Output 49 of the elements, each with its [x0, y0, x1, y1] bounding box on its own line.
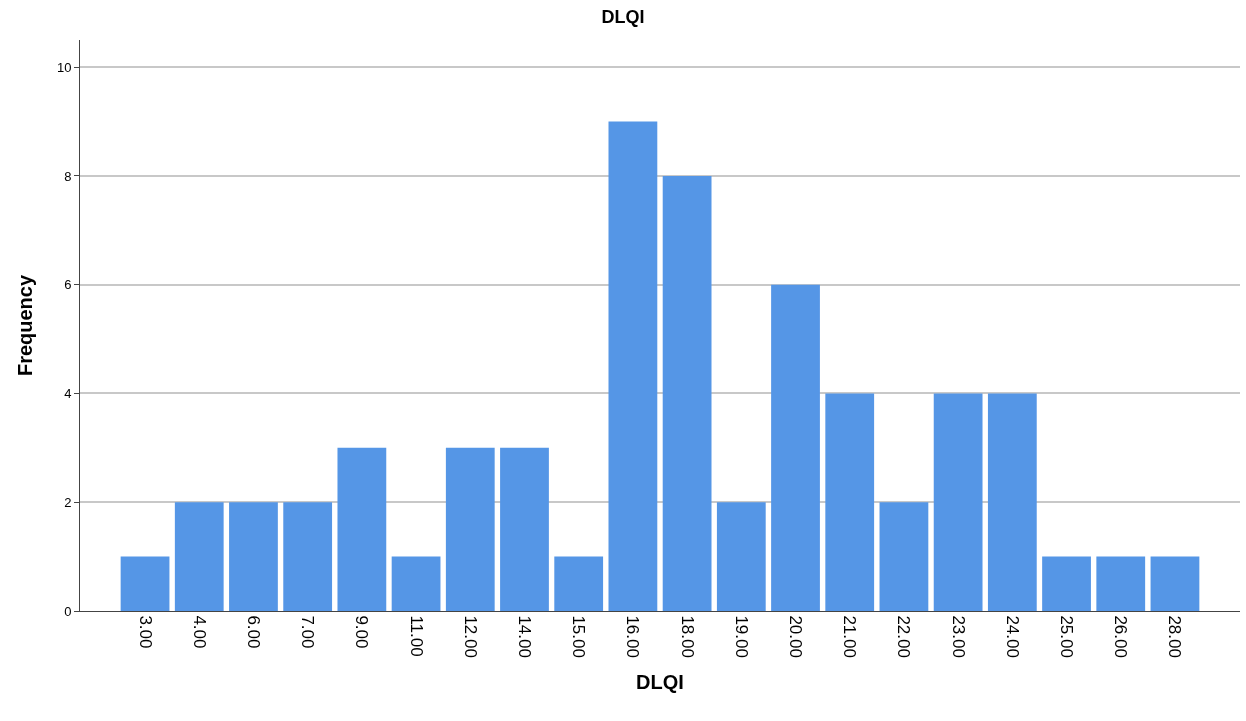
- chart-title: DLQI: [601, 7, 645, 28]
- x-tick-label: 16.00: [623, 615, 643, 658]
- bar: [1042, 556, 1091, 611]
- bar: [445, 447, 495, 611]
- x-tick-label: 18.00: [677, 615, 697, 658]
- y-axis-title: Frequency: [14, 274, 37, 377]
- y-tick-label: 8: [64, 168, 72, 184]
- x-tick-label: 9.00: [352, 615, 372, 649]
- x-tick-label: 3.00: [135, 615, 155, 649]
- y-tick-label: 6: [64, 277, 72, 293]
- bar: [608, 121, 658, 611]
- bar: [987, 393, 1037, 611]
- bar: [1096, 556, 1146, 611]
- x-tick-label: 21.00: [840, 615, 860, 658]
- x-tick-label: 19.00: [731, 615, 751, 658]
- x-tick-label: 15.00: [569, 615, 589, 658]
- x-tick-label: 7.00: [298, 615, 318, 649]
- bar: [174, 502, 224, 611]
- x-tick-label: 12.00: [460, 615, 480, 658]
- bar: [391, 556, 441, 611]
- x-axis-title: DLQI: [636, 671, 684, 694]
- x-tick-label: 26.00: [1111, 615, 1131, 658]
- bar: [662, 175, 712, 611]
- bar: [500, 447, 549, 611]
- bar: [933, 393, 983, 611]
- x-tick-label: 23.00: [948, 615, 968, 658]
- bar: [337, 447, 387, 611]
- bar: [283, 502, 333, 611]
- y-tick-label: 0: [64, 603, 72, 619]
- bar: [229, 502, 278, 611]
- x-tick-label: 14.00: [514, 615, 534, 658]
- bar: [771, 284, 820, 611]
- y-tick-label: 2: [64, 494, 72, 510]
- bar: [879, 502, 929, 611]
- x-tick-label: 24.00: [1002, 615, 1022, 658]
- y-tick-label: 4: [64, 386, 72, 402]
- x-tick-label: 11.00: [406, 615, 426, 657]
- bar: [716, 502, 766, 611]
- bar: [1150, 556, 1200, 611]
- x-tick-label: 4.00: [189, 615, 209, 649]
- y-tick-label: 10: [56, 59, 72, 75]
- x-tick-label: 20.00: [785, 615, 805, 658]
- x-tick-label: 22.00: [894, 615, 914, 658]
- bar: [825, 393, 875, 611]
- x-tick-label: 6.00: [243, 615, 263, 649]
- x-tick-label: 28.00: [1165, 615, 1185, 658]
- bar: [120, 556, 170, 611]
- x-tick-label: 25.00: [1057, 615, 1077, 658]
- bar: [554, 556, 604, 611]
